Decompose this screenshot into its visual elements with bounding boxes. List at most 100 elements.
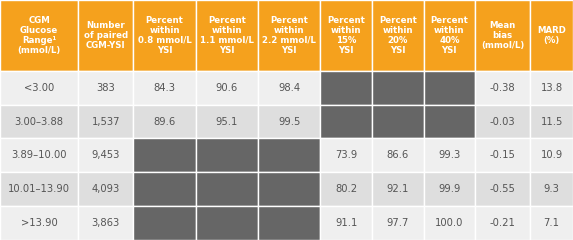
Bar [530, 105, 573, 138]
Text: 89.6: 89.6 [154, 117, 176, 126]
Text: 97.7: 97.7 [387, 218, 409, 228]
Bar [258, 138, 320, 172]
Text: 73.9: 73.9 [335, 150, 357, 160]
Bar [423, 138, 475, 172]
Bar [258, 0, 320, 71]
Bar [423, 105, 475, 138]
Bar [196, 172, 258, 206]
Bar [196, 0, 258, 71]
Bar [196, 71, 258, 105]
Text: >13.90: >13.90 [21, 218, 57, 228]
Bar [372, 206, 423, 240]
Text: 13.8: 13.8 [540, 83, 563, 93]
Text: Percent
within
15%
YSI: Percent within 15% YSI [327, 16, 365, 55]
Text: 3.00–3.88: 3.00–3.88 [15, 117, 64, 126]
Bar [79, 105, 134, 138]
Bar [0, 138, 79, 172]
Bar [258, 71, 320, 105]
Bar [134, 71, 196, 105]
Text: 99.5: 99.5 [278, 117, 300, 126]
Bar [320, 138, 372, 172]
Text: 3,863: 3,863 [92, 218, 120, 228]
Bar [475, 0, 530, 71]
Text: 383: 383 [96, 83, 115, 93]
Text: 80.2: 80.2 [335, 184, 357, 194]
Bar [258, 172, 320, 206]
Text: 98.4: 98.4 [278, 83, 300, 93]
Text: Percent
within
1.1 mmol/L
YSI: Percent within 1.1 mmol/L YSI [200, 16, 254, 55]
Bar [0, 105, 79, 138]
Bar [134, 172, 196, 206]
Bar [0, 172, 79, 206]
Bar [134, 138, 196, 172]
Text: Percent
within
2.2 mmol/L
YSI: Percent within 2.2 mmol/L YSI [262, 16, 316, 55]
Bar [423, 0, 475, 71]
Text: Percent
within
40%
YSI: Percent within 40% YSI [430, 16, 468, 55]
Text: 9,453: 9,453 [92, 150, 120, 160]
Bar [0, 0, 79, 71]
Bar [0, 206, 79, 240]
Bar [134, 105, 196, 138]
Text: -0.21: -0.21 [490, 218, 516, 228]
Text: -0.55: -0.55 [490, 184, 516, 194]
Text: 3.89–10.00: 3.89–10.00 [11, 150, 67, 160]
Text: 4,093: 4,093 [92, 184, 120, 194]
Bar [320, 206, 372, 240]
Text: <3.00: <3.00 [24, 83, 54, 93]
Text: -0.15: -0.15 [490, 150, 516, 160]
Bar [372, 172, 423, 206]
Bar [530, 172, 573, 206]
Bar [530, 138, 573, 172]
Bar [423, 71, 475, 105]
Bar [475, 71, 530, 105]
Bar [0, 71, 79, 105]
Text: Number
of paired
CGM-YSI: Number of paired CGM-YSI [84, 21, 128, 50]
Text: 99.9: 99.9 [438, 184, 461, 194]
Text: 95.1: 95.1 [215, 117, 238, 126]
Bar [372, 105, 423, 138]
Text: 10.9: 10.9 [540, 150, 563, 160]
Text: 1,537: 1,537 [92, 117, 120, 126]
Bar [79, 71, 134, 105]
Bar [320, 71, 372, 105]
Text: 90.6: 90.6 [216, 83, 238, 93]
Bar [196, 138, 258, 172]
Bar [423, 206, 475, 240]
Text: CGM
Glucose
Range¹
(mmol/L): CGM Glucose Range¹ (mmol/L) [18, 16, 61, 55]
Text: Percent
within
0.8 mmol/L
YSI: Percent within 0.8 mmol/L YSI [138, 16, 191, 55]
Bar [475, 172, 530, 206]
Bar [196, 105, 258, 138]
Text: -0.38: -0.38 [490, 83, 516, 93]
Bar [372, 138, 423, 172]
Bar [475, 206, 530, 240]
Bar [79, 0, 134, 71]
Text: 92.1: 92.1 [387, 184, 409, 194]
Text: Mean
bias
(mmol/L): Mean bias (mmol/L) [481, 21, 524, 50]
Bar [258, 105, 320, 138]
Bar [134, 206, 196, 240]
Text: Percent
within
20%
YSI: Percent within 20% YSI [379, 16, 417, 55]
Bar [530, 0, 573, 71]
Bar [79, 172, 134, 206]
Bar [530, 206, 573, 240]
Text: 11.5: 11.5 [540, 117, 563, 126]
Bar [79, 138, 134, 172]
Text: 86.6: 86.6 [387, 150, 409, 160]
Bar [320, 105, 372, 138]
Bar [475, 138, 530, 172]
Text: 9.3: 9.3 [544, 184, 560, 194]
Text: 91.1: 91.1 [335, 218, 358, 228]
Bar [530, 71, 573, 105]
Bar [475, 105, 530, 138]
Bar [196, 206, 258, 240]
Text: 84.3: 84.3 [154, 83, 175, 93]
Bar [372, 71, 423, 105]
Bar [258, 206, 320, 240]
Bar [423, 172, 475, 206]
Text: 10.01–13.90: 10.01–13.90 [8, 184, 70, 194]
Bar [372, 0, 423, 71]
Bar [320, 0, 372, 71]
Bar [134, 0, 196, 71]
Text: MARD
(%): MARD (%) [537, 26, 566, 45]
Bar [320, 172, 372, 206]
